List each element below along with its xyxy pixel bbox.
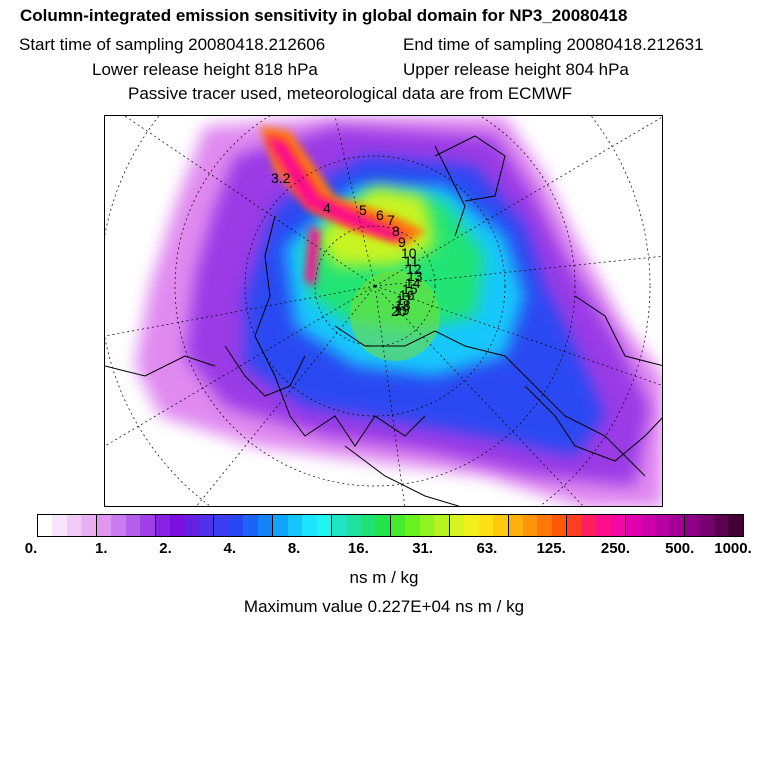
colorbar-swatch [551,515,568,536]
trajectory-label: 17 [396,292,412,308]
colorbar-tick-label: 125. [536,540,566,557]
colorbar-swatch [581,515,597,536]
tracer-info-label: Passive tracer used, meteorological data… [128,84,573,103]
colorbar-swatch [684,515,700,536]
colorbar-tick-label: 4. [223,540,237,557]
trajectory-label: 18 [395,297,411,313]
trajectory-label: 11 [404,253,419,269]
sensitivity-field [135,116,662,506]
colorbar-swatch [287,515,303,536]
polar-map-graphic: 3.2 4 5 6 7 8 9 10 11 12 13 14 15 16 17 … [105,116,662,506]
colorbar-swatch [522,515,538,536]
colorbar-swatch [257,515,274,536]
colorbar-swatch [596,515,611,536]
colorbar-swatch [316,515,333,536]
colorbar-swatch [493,515,509,536]
colorbar-swatch [655,515,670,536]
colorbar-swatch [360,515,376,536]
colorbar-unit-label: ns m / kg [349,568,419,587]
colorbar-tick-label: 1000. [714,540,752,557]
colorbar-tick-label: 250. [600,540,631,557]
trajectory-label: 19 [394,302,410,318]
colorbar-swatch [508,515,523,536]
colorbar-swatch [170,515,185,536]
trajectory-label: 15 [402,281,418,297]
colorbar-swatch [390,515,406,536]
trajectory-labels: 3.2 4 5 6 7 8 9 10 11 12 13 14 15 16 17 … [271,170,423,319]
upper-release-label: Upper release height 804 hPa [403,60,629,79]
colorbar-swatch [111,515,126,536]
colorbar-swatch [449,515,465,536]
colorbar-swatch [243,515,258,536]
colorbar-swatch [464,515,479,536]
colorbar-tick-label: 63. [476,540,498,557]
colorbar-swatch [198,515,215,536]
trajectory-label: 12 [406,261,422,277]
colorbar-swatch [405,515,420,536]
colorbar-swatch [375,515,391,536]
colorbar-swatch [228,515,244,536]
trajectory-label: 4 [323,200,331,216]
colorbar-swatch [728,515,743,536]
trajectory-label: 5 [359,202,367,218]
colorbar-swatch [640,515,656,536]
colorbar-tick-label: 8. [287,540,301,557]
trajectory-label: 20 [391,303,407,319]
colorbar-tick-label: 2. [159,540,172,557]
coastlines [105,135,662,506]
trajectory-label: 8 [392,223,400,239]
colorbar-swatch [155,515,171,536]
end-time-label: End time of sampling 20080418.212631 [403,35,704,54]
colorbar-swatch [273,515,288,536]
trajectory-label: 6 [376,207,384,223]
colorbar-tick-label: 16. [347,540,369,557]
colorbar-swatch [125,515,141,536]
trajectory-label: 10 [401,245,417,261]
colorbar-swatch [214,515,229,536]
trajectory-label: 7 [387,212,395,228]
colorbar-swatch [626,515,641,536]
colorbar-swatch [537,515,552,536]
page-title: Column-integrated emission sensitivity i… [20,6,628,25]
colorbar-swatch [184,515,199,536]
colorbar-swatch [66,515,82,536]
graticule [105,116,662,506]
trajectory-label: 16 [399,287,415,303]
emission-sensitivity-map: 3.2 4 5 6 7 8 9 10 11 12 13 14 15 16 17 … [104,115,663,507]
colorbar-swatch [52,515,67,536]
colorbar-swatch [332,515,347,536]
colorbar [37,514,744,537]
colorbar-swatch [140,515,156,536]
colorbar-tick-label: 0. [24,540,38,557]
colorbar-swatch [81,515,97,536]
trajectory-label: 13 [407,268,423,284]
colorbar-swatch [419,515,435,536]
colorbar-swatch [38,515,53,536]
colorbar-swatch [699,515,714,536]
colorbar-swatch [434,515,450,536]
colorbar-swatch [96,515,112,536]
trajectory-label: 3.2 [271,170,291,186]
colorbar-swatch [478,515,494,536]
maximum-value-label: Maximum value 0.227E+04 ns m / kg [243,597,525,616]
colorbar-swatch [713,515,729,536]
colorbar-tick-label: 31. [412,540,434,557]
trajectory-label: 9 [398,234,406,250]
colorbar-tick-label: 1. [95,540,108,557]
start-time-label: Start time of sampling 20080418.212606 [19,35,326,54]
colorbar-tick-label: 500. [665,540,695,557]
lower-release-label: Lower release height 818 hPa [92,60,318,79]
trajectory-label: 14 [405,275,421,291]
colorbar-swatch [567,515,582,536]
colorbar-swatch [346,515,361,536]
colorbar-swatch [669,515,685,536]
colorbar-swatch [302,515,317,536]
colorbar-swatch [610,515,627,536]
